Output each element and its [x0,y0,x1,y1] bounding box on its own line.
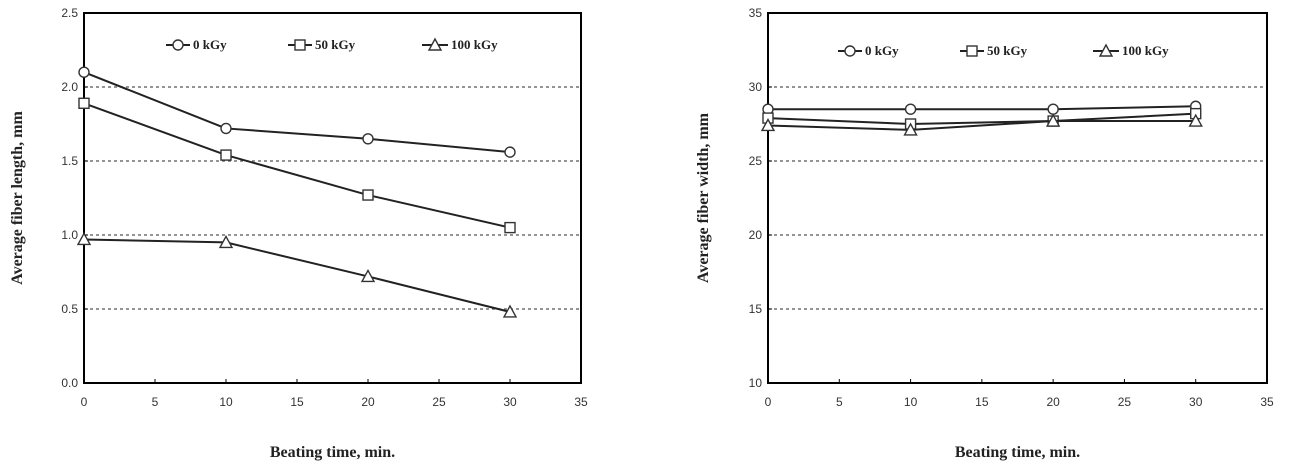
data-point [220,149,232,161]
y-tick-label: 15 [749,302,763,316]
x-tick-label: 10 [219,395,233,409]
x-tick-label: 10 [904,395,918,409]
x-tick-label: 5 [836,395,843,409]
legend-item: 50 kGy [960,43,1028,58]
series-line [767,120,1196,131]
legend: 0 kGy 50 kGy 100 kGy [166,37,498,52]
y-tick-label: 0.5 [61,302,78,316]
x-axis-title: Beating time, min. [270,444,395,461]
series-line [767,112,1196,126]
y-tick-label: 1.5 [61,154,78,168]
series-line [83,102,511,229]
legend-item: 100 kGy [1093,43,1169,58]
series-line [83,238,511,313]
x-tick-label: 15 [290,395,304,409]
y-tick-label: 20 [749,228,763,242]
data-point [760,118,776,132]
data-point [220,122,232,135]
y-tick-label: 2.5 [61,6,78,20]
series-line [768,105,1196,111]
x-tick-label: 25 [432,395,446,409]
y-tick-label: 30 [749,80,763,94]
series-triangle [760,113,1203,136]
legend: 0 kGy 50 kGy 100 kGy [838,43,1169,58]
x-tick-label: 20 [361,395,375,409]
data-point [1047,103,1059,115]
x-tick-label: 30 [503,395,517,409]
x-tick-label: 5 [152,395,159,409]
chart-panel-2: 10 15 20 25 30 35 0 5 10 15 20 25 30 35 Beating time, … [695,6,1274,461]
data-point [360,268,376,283]
x-tick-label: 0 [765,395,772,409]
y-tick-label: 10 [749,376,763,390]
data-point [1188,113,1203,127]
data-point [1045,113,1061,127]
plot-frame [83,12,582,384]
data-point [903,122,918,136]
y-tick-label: 35 [749,6,763,20]
legend-marker [844,45,856,57]
y-axis-title: Average fiber width, mm [695,112,712,283]
y-tick-label: 25 [749,154,763,168]
x-tick-label: 35 [1260,395,1274,409]
data-point [904,103,917,115]
y-tick-label: 0.0 [61,376,78,390]
legend-item: 0 kGy [166,37,227,52]
data-point [218,234,234,249]
legend-label: 0 kGy [193,37,227,52]
data-point [78,97,90,109]
series-circle [762,100,1202,115]
legend-label: 0 kGy [865,43,899,58]
legend-label: 100 kGy [451,37,498,52]
legend-item: 100 kGy [422,37,498,52]
legend-label: 50 kGy [315,37,356,52]
x-tick-label: 25 [1118,395,1132,409]
y-tick-label: 1.0 [61,228,78,242]
legend-item: 0 kGy [838,43,899,58]
data-point [78,66,90,78]
legend-marker [1098,43,1114,57]
y-tick-label: 2.0 [61,80,78,94]
data-point [504,146,516,158]
legend-marker [966,45,978,57]
legend-item: 50 kGy [288,37,356,52]
legend-marker [172,39,184,51]
x-tick-label: 35 [574,395,588,409]
data-point [76,231,92,246]
data-point [362,133,374,145]
data-point [502,304,518,318]
series-triangle [76,231,518,318]
series-square [78,97,516,234]
series-circle [78,66,516,158]
y-axis-title: Average fiber length, mm [9,111,26,285]
legend-marker [294,39,306,51]
legend-marker [427,37,443,51]
series-line [83,71,511,154]
x-tick-label: 30 [1189,395,1203,409]
x-tick-label: 15 [975,395,989,409]
legend-label: 100 kGy [1122,43,1169,58]
legend-label: 50 kGy [987,43,1028,58]
plot-frame [767,12,1268,384]
x-axis-title: Beating time, min. [955,444,1080,461]
data-point [504,221,516,234]
x-tick-label: 20 [1046,395,1060,409]
chart-panel-1: 0.0 0.5 1.0 1.5 2.0 2.5 0 5 10 15 20 25 30 35 Beating … [9,6,588,461]
data-point [362,189,374,201]
x-tick-label: 0 [81,395,88,409]
